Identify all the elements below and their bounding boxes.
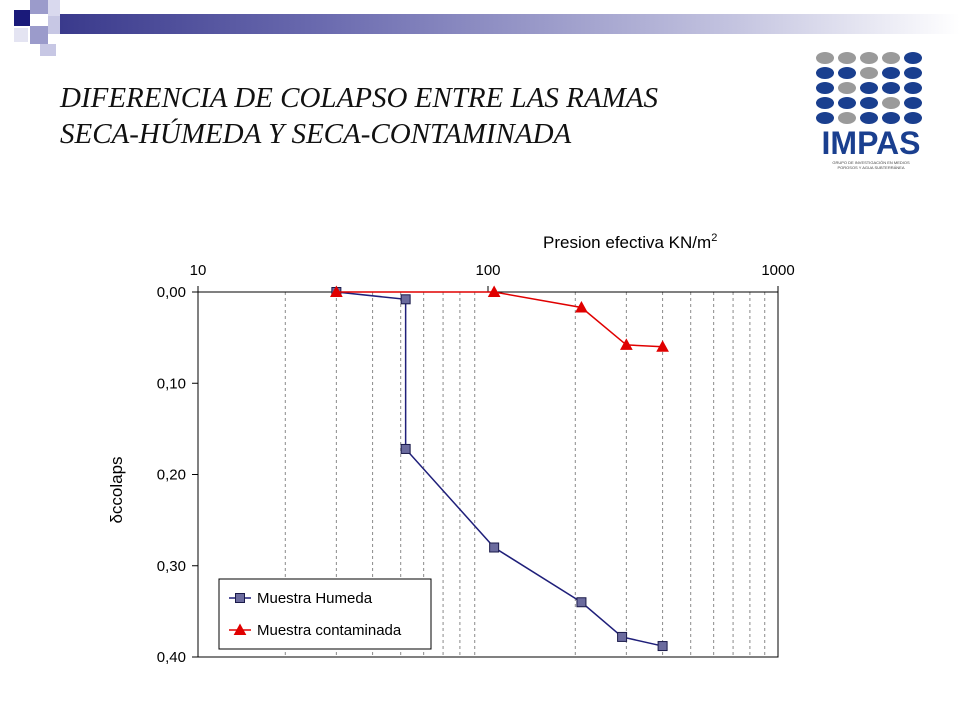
data-point-square bbox=[400, 294, 411, 305]
y-tick-label: 0,10 bbox=[157, 375, 186, 392]
x-tick-label: 100 bbox=[475, 262, 500, 279]
logo-dot bbox=[838, 112, 856, 124]
logo-dot bbox=[882, 52, 900, 64]
y-tick-label: 0,20 bbox=[157, 467, 186, 484]
y-tick-label: 0,40 bbox=[157, 649, 186, 666]
logo-subtitle-line-2: POROSOS Y AGUA SUBTERRÁNEA bbox=[837, 165, 905, 170]
axis-ticks: 10 100 1000 0,00 0,10 0,20 0,30 0,40 bbox=[157, 262, 795, 666]
legend-box bbox=[218, 578, 432, 650]
logo-dot bbox=[860, 112, 878, 124]
logo-dot bbox=[860, 67, 878, 79]
logo-dot bbox=[838, 82, 856, 94]
data-point-square bbox=[400, 443, 411, 454]
logo-dot bbox=[904, 82, 922, 94]
legend-label: Muestra Humeda bbox=[257, 590, 373, 607]
decor-square-6 bbox=[48, 16, 60, 34]
impas-logo: IMPAS GRUPO DE INVESTIGACIÓN EN MEDIOS P… bbox=[806, 34, 932, 170]
data-point-square bbox=[235, 593, 245, 603]
x-tick-label: 10 bbox=[190, 262, 207, 279]
logo-dot bbox=[882, 82, 900, 94]
header-gradient-strip bbox=[60, 14, 960, 34]
series-layer bbox=[330, 285, 669, 652]
chart-legend: Muestra Humeda Muestra contaminada bbox=[218, 578, 432, 650]
data-point-square bbox=[657, 641, 668, 652]
logo-dot bbox=[816, 67, 834, 79]
logo-dot bbox=[904, 97, 922, 109]
logo-dot bbox=[860, 97, 878, 109]
x-axis-title-superscript: 2 bbox=[711, 232, 717, 244]
logo-dot bbox=[838, 67, 856, 79]
logo-dot bbox=[882, 112, 900, 124]
x-axis-title-text: Presion efectiva KN/m bbox=[543, 233, 711, 252]
grid-lines bbox=[284, 292, 766, 657]
logo-subtitle-line-1: GRUPO DE INVESTIGACIÓN EN MEDIOS bbox=[832, 160, 910, 165]
y-tick-label: 0,00 bbox=[157, 284, 186, 301]
data-point-triangle bbox=[575, 300, 588, 313]
slide-title-line-1: DIFERENCIA DE COLAPSO ENTRE LAS RAMAS bbox=[60, 82, 658, 114]
slide-title-line-2: SECA-HÚMEDA Y SECA-CONTAMINADA bbox=[60, 118, 572, 150]
logo-dot bbox=[838, 97, 856, 109]
series-line bbox=[336, 291, 663, 348]
x-tick-label: 1000 bbox=[761, 262, 794, 279]
logo-dot bbox=[860, 82, 878, 94]
logo-text: IMPAS bbox=[821, 125, 921, 161]
decor-square-8 bbox=[14, 28, 28, 42]
data-point-triangle bbox=[233, 623, 247, 635]
logo-dot bbox=[816, 112, 834, 124]
data-point-triangle bbox=[656, 340, 669, 352]
x-axis-title: Presion efectiva KN/m2 bbox=[543, 232, 717, 252]
data-point-triangle bbox=[620, 338, 633, 350]
data-point-square bbox=[489, 542, 500, 553]
data-point-triangle bbox=[330, 285, 343, 297]
decor-square-3 bbox=[48, 0, 60, 16]
legend-label: Muestra contaminada bbox=[257, 622, 402, 639]
logo-dot bbox=[882, 97, 900, 109]
decor-square-7 bbox=[40, 44, 56, 56]
logo-dot bbox=[882, 67, 900, 79]
decor-square-2 bbox=[30, 0, 48, 14]
decor-square-4 bbox=[30, 26, 48, 44]
y-axis-title: δccolaps bbox=[107, 456, 126, 523]
decor-square-1 bbox=[14, 10, 30, 26]
data-point-square bbox=[617, 631, 628, 642]
data-point-triangle bbox=[487, 285, 501, 297]
logo-dot bbox=[816, 82, 834, 94]
logo-dot bbox=[816, 97, 834, 109]
y-tick-label: 0,30 bbox=[157, 558, 186, 575]
data-point-square bbox=[576, 597, 587, 608]
logo-dot-grid bbox=[816, 52, 924, 128]
logo-dot bbox=[860, 52, 878, 64]
logo-dot bbox=[904, 67, 922, 79]
logo-dot bbox=[904, 112, 922, 124]
logo-dot bbox=[838, 52, 856, 64]
logo-dot bbox=[816, 52, 834, 64]
decor-square-5 bbox=[30, 14, 48, 26]
logo-dot bbox=[904, 52, 922, 64]
logo-subtitle: GRUPO DE INVESTIGACIÓN EN MEDIOS POROSOS… bbox=[816, 160, 926, 170]
slide-title: DIFERENCIA DE COLAPSO ENTRE LAS RAMAS SE… bbox=[60, 80, 780, 152]
